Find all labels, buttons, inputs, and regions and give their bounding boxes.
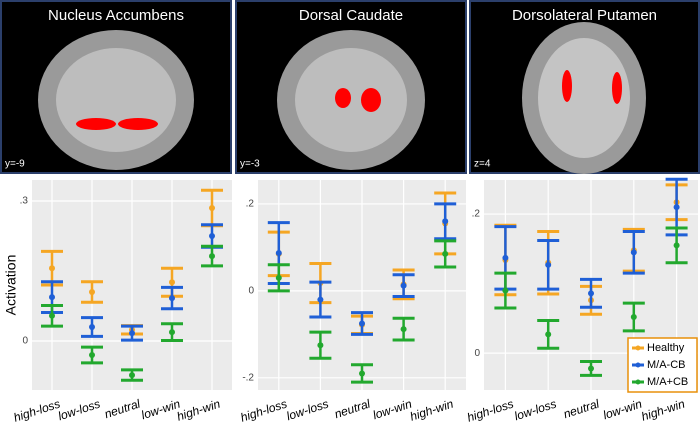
point [169, 329, 175, 336]
roi [76, 118, 116, 130]
y-tick-label: .2 [246, 199, 255, 210]
brain-slice [295, 48, 407, 152]
point [545, 261, 552, 268]
point [275, 250, 282, 257]
x-tick-label: low-loss [513, 397, 559, 423]
y-axis-label: Activation [3, 255, 19, 316]
x-tick-label: high-loss [465, 397, 515, 423]
x-tick-label: neutral [562, 396, 602, 421]
point [359, 370, 365, 377]
y-tick-label: .2 [472, 209, 481, 220]
point [49, 294, 55, 301]
legend-label: M/A+CB [647, 376, 688, 388]
x-tick-label: high-win [640, 396, 687, 423]
y-tick-label: .3 [20, 196, 29, 207]
point [89, 324, 95, 330]
point [673, 242, 680, 249]
point [129, 372, 135, 379]
point [502, 254, 509, 261]
y-tick-label: 0 [474, 348, 480, 359]
point [400, 326, 407, 333]
panel-annotation: y=-9 [5, 159, 25, 170]
roi [361, 88, 381, 112]
point [400, 282, 407, 289]
point [442, 218, 449, 225]
x-tick-label: neutral [333, 396, 373, 421]
roi [335, 88, 351, 108]
brain-slice [538, 38, 630, 158]
point [359, 320, 365, 327]
y-tick-label: 0 [22, 336, 28, 347]
panel-title: Dorsal Caudate [299, 7, 403, 24]
point [442, 250, 449, 257]
point [209, 233, 215, 239]
legend-swatch-dot [635, 379, 641, 385]
point [588, 365, 594, 372]
point [317, 342, 324, 349]
point [673, 204, 680, 211]
y-tick-label: 0 [248, 286, 254, 297]
x-tick-label: high-loss [239, 397, 289, 423]
legend-label: M/A-CB [647, 359, 686, 371]
x-tick-label: high-win [408, 396, 455, 423]
point [169, 295, 175, 302]
x-tick-label: low-loss [285, 397, 331, 423]
point [209, 205, 215, 211]
x-tick-label: neutral [103, 396, 143, 421]
point [89, 352, 95, 358]
x-tick-label: low-loss [56, 397, 102, 423]
x-tick-label: high-loss [12, 397, 62, 423]
roi [612, 72, 622, 104]
brain-slice [56, 48, 176, 152]
panel-annotation: y=-3 [240, 159, 260, 170]
panel-title: Nucleus Accumbens [48, 7, 184, 24]
point [49, 312, 55, 319]
roi [118, 118, 158, 130]
roi [562, 70, 572, 102]
point [545, 331, 552, 338]
point [588, 290, 594, 297]
point [49, 265, 55, 272]
panel-annotation: z=4 [474, 159, 491, 170]
x-tick-label: low-win [371, 396, 414, 422]
point [630, 249, 637, 256]
point [129, 330, 135, 337]
point [275, 274, 282, 281]
point [209, 253, 215, 260]
brain-panels [0, 0, 700, 174]
point [630, 313, 637, 320]
legend-label: Healthy [647, 342, 685, 354]
point [89, 289, 95, 295]
point [317, 296, 324, 303]
y-tick-label: -.2 [242, 372, 254, 383]
point [169, 279, 175, 286]
panel-title: Dorsolateral Putamen [512, 7, 657, 24]
x-tick-label: low-win [601, 396, 644, 422]
legend-swatch-dot [635, 362, 641, 368]
x-tick-label: high-win [175, 396, 222, 423]
point [502, 287, 509, 294]
legend-swatch-dot [635, 345, 641, 351]
